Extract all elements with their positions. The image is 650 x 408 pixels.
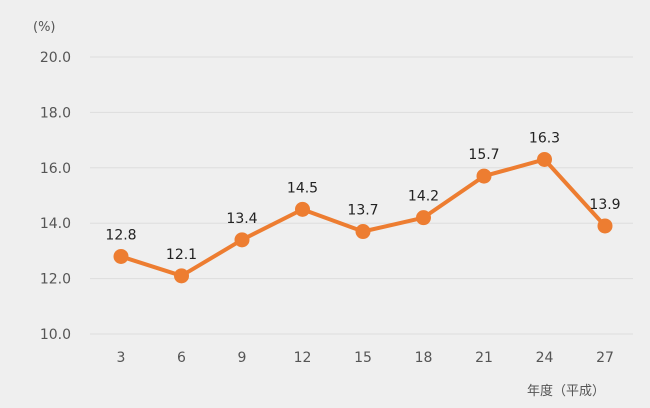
- data-points: [113, 151, 613, 284]
- data-point: [295, 201, 310, 217]
- data-point: [416, 210, 431, 226]
- x-tick-label: 12: [294, 350, 312, 366]
- x-tick-label: 6: [177, 350, 186, 366]
- x-tick-label: 24: [536, 350, 554, 366]
- data-point: [476, 168, 492, 184]
- x-tick-label: 27: [596, 350, 614, 366]
- data-label: 14.5: [287, 180, 318, 196]
- x-tick-label: 9: [238, 350, 247, 366]
- y-tick-label: 10.0: [40, 327, 71, 343]
- data-label: 12.1: [166, 247, 197, 263]
- data-label: 13.7: [347, 203, 378, 219]
- data-point: [113, 248, 129, 264]
- data-labels: 12.8 12.1 13.4 14.5 13.7 14.2 15.7 16.3 13.9: [105, 130, 620, 262]
- x-tick-label: 3: [117, 350, 126, 366]
- data-point: [174, 268, 189, 284]
- x-tick-label: 18: [415, 350, 433, 366]
- data-label: 13.9: [589, 197, 620, 213]
- data-point: [355, 224, 371, 240]
- y-tick-label: 14.0: [40, 216, 71, 232]
- x-axis: 3 6 9 12 15 18 21 24 27: [117, 350, 614, 366]
- x-tick-label: 21: [475, 350, 493, 366]
- x-axis-title: 年度（平成）: [527, 383, 605, 399]
- data-label: 13.4: [226, 211, 257, 227]
- data-label: 15.7: [468, 147, 499, 163]
- y-axis-unit-label: (%): [33, 20, 56, 35]
- x-tick-label: 15: [354, 350, 372, 366]
- y-tick-label: 18.0: [40, 105, 71, 121]
- data-label: 12.8: [105, 227, 136, 243]
- data-label: 14.2: [408, 189, 439, 205]
- data-point: [537, 151, 552, 167]
- y-tick-label: 16.0: [40, 161, 71, 177]
- y-axis: 10.0 12.0 14.0 16.0 18.0 20.0: [40, 50, 71, 343]
- data-label: 16.3: [529, 130, 560, 146]
- data-point: [597, 218, 613, 234]
- data-point: [234, 232, 250, 248]
- y-tick-label: 20.0: [40, 50, 71, 66]
- y-tick-label: 12.0: [40, 272, 71, 288]
